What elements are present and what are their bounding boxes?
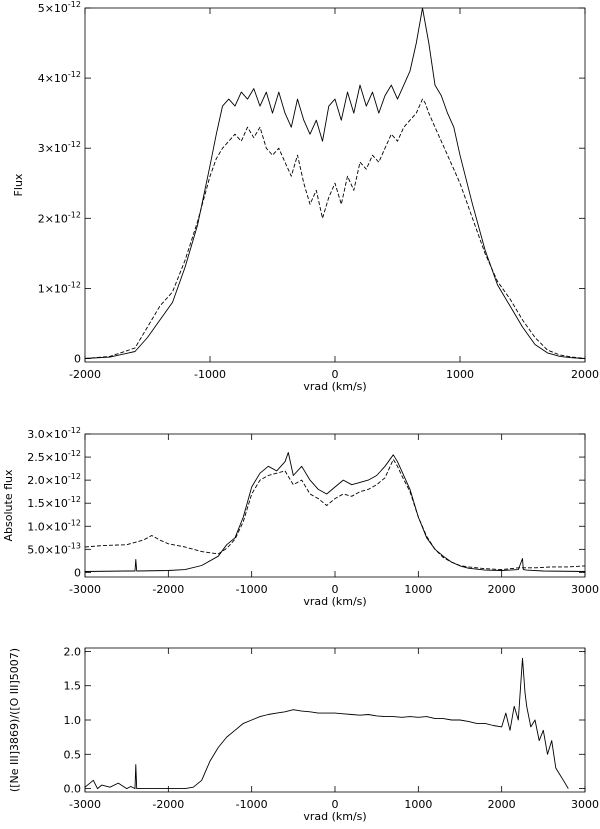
x-tick-label: 1000	[404, 583, 432, 596]
y-tick-label: 1.5×10-12	[27, 495, 81, 510]
y-tick-label: 5×10-12	[38, 0, 81, 15]
x-axis-label: vrad (km/s)	[303, 380, 366, 393]
x-tick-label: 3000	[571, 798, 599, 811]
x-tick-label: 0	[332, 583, 339, 596]
y-tick-label: 0	[74, 352, 81, 365]
y-tick-label: 3.0×10-12	[27, 426, 81, 441]
y-tick-label: 1.5	[64, 680, 82, 693]
series-line-solid	[84, 7, 586, 359]
y-axis-label: ([Ne III]3869)/([O III]5007)	[8, 648, 21, 792]
x-tick-label: 2000	[488, 798, 516, 811]
y-axis-label: Absolute flux	[2, 469, 15, 541]
x-tick-label: 2000	[571, 368, 599, 381]
y-tick-label: 1.0	[64, 714, 82, 727]
x-tick-label: -1000	[236, 583, 268, 596]
x-axis-label: vrad (km/s)	[303, 595, 366, 608]
x-tick-label: -1000	[236, 798, 268, 811]
x-tick-label: 2000	[488, 583, 516, 596]
y-tick-label: 1×10-12	[38, 280, 81, 295]
series-line-dashed	[84, 98, 586, 359]
y-axis-label: Flux	[12, 173, 25, 196]
x-tick-label: 3000	[571, 583, 599, 596]
x-tick-label: -2000	[69, 368, 101, 381]
y-tick-label: 5.0×10-13	[27, 541, 81, 556]
y-tick-label: 0.5	[64, 748, 82, 761]
y-tick-label: 0	[74, 566, 81, 579]
x-axis-label: vrad (km/s)	[303, 810, 366, 823]
x-tick-label: -2000	[152, 583, 184, 596]
x-tick-label: 1000	[446, 368, 474, 381]
y-tick-label: 4×10-12	[38, 70, 81, 85]
series-line-dashed	[84, 458, 586, 571]
series-line-solid	[84, 657, 569, 790]
y-tick-label: 2.0	[64, 645, 82, 658]
x-tick-label: -1000	[194, 368, 226, 381]
plot-frame	[84, 433, 586, 578]
panel-top: -2000 -1000 0 1000 2000 0 1×10-12 2×10-12 3×10-1…	[12, 0, 599, 393]
x-tick-label: -2000	[152, 798, 184, 811]
y-tick-label: 2.5×10-12	[27, 449, 81, 464]
plot-frame	[84, 7, 586, 363]
x-tick-label: -3000	[69, 798, 101, 811]
x-tick-label: 1000	[404, 798, 432, 811]
panel-middle: -3000 -2000 -1000 0 1000 2000 3000 0 5.0×10-13 1.…	[2, 426, 599, 608]
y-tick-label: 0.0	[64, 783, 82, 796]
y-tick-label: 2×10-12	[38, 210, 81, 225]
x-tick-label: 0	[332, 798, 339, 811]
y-tick-label: 3×10-12	[38, 140, 81, 155]
plot-frame	[84, 647, 586, 793]
x-tick-label: 0	[332, 368, 339, 381]
panel-bottom: -3000 -2000 -1000 0 1000 2000 3000 0.0 0.5 1.0 1.5…	[8, 645, 599, 823]
y-tick-label: 1.0×10-12	[27, 518, 81, 533]
x-tick-label: -3000	[69, 583, 101, 596]
y-tick-label: 2.0×10-12	[27, 472, 81, 487]
series-line-solid	[84, 452, 586, 572]
